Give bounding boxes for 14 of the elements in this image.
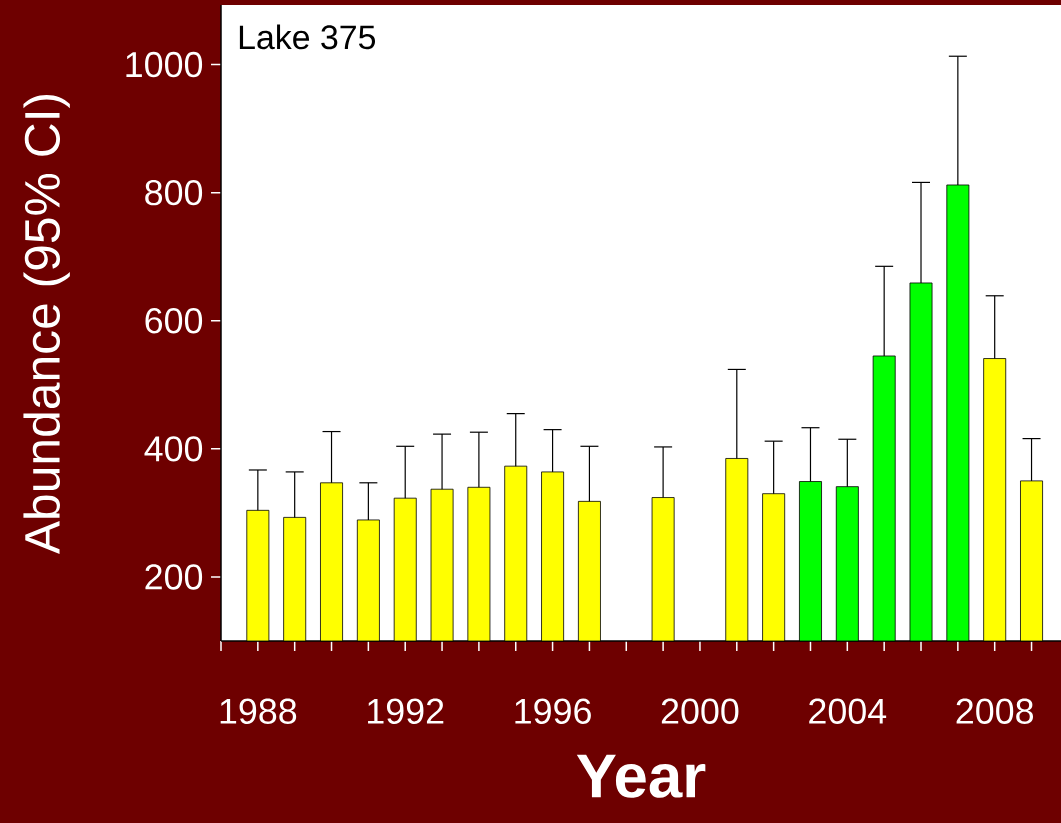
annotation: Lake 375 <box>239 24 376 50</box>
x-axis-title: Year <box>576 754 706 798</box>
y-axis-title: Abundance (95% CI) <box>23 94 70 555</box>
y-tick-label: 400 <box>144 436 203 462</box>
x-tick-label: 2000 <box>661 698 739 724</box>
x-tick-label: 2008 <box>956 698 1034 724</box>
y-tick-label: 800 <box>145 179 203 206</box>
x-tick-label: 1988 <box>220 698 297 724</box>
y-tick-label: 600 <box>145 308 203 334</box>
y-tick-label: 200 <box>145 564 203 590</box>
y-tick-label: 1000 <box>126 51 203 78</box>
x-tick-label: 1996 <box>515 698 591 724</box>
x-tick-label: 1992 <box>368 698 444 724</box>
x-tick-label: 2004 <box>809 698 887 724</box>
